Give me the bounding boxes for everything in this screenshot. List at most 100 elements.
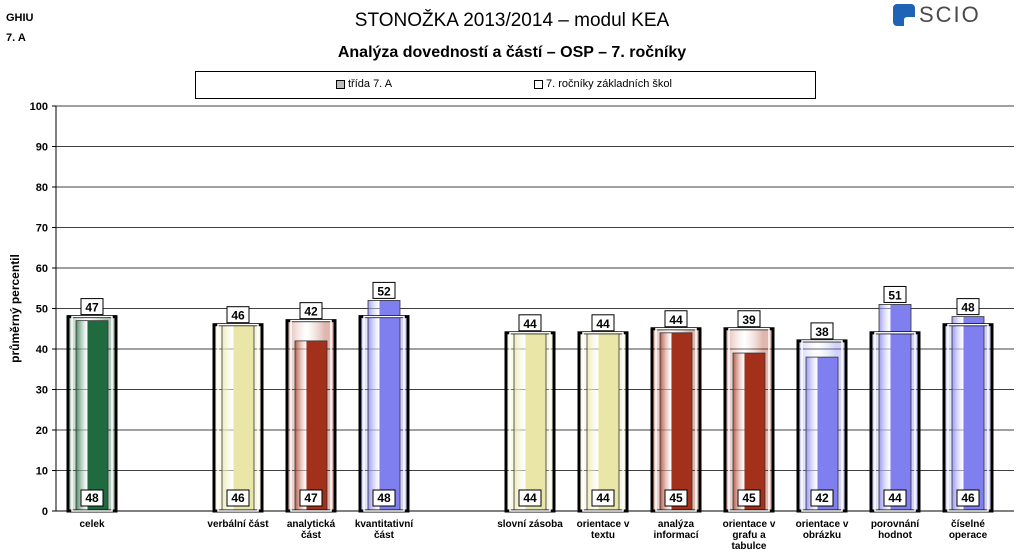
category-label: textu (591, 530, 615, 541)
class-value-label: 39 (742, 313, 756, 327)
chart-title: STONOŽKA 2013/2014 – modul KEA (354, 10, 670, 31)
y-tick-label: 60 (36, 263, 48, 275)
reference-value-box (226, 489, 250, 507)
category-label: informací (653, 530, 699, 541)
class-bar (221, 324, 255, 512)
y-tick-label: 40 (36, 344, 48, 356)
reference-value-box (810, 489, 834, 507)
class-bar (878, 304, 912, 512)
reference-bar-inner (728, 328, 770, 512)
reference-bar-inner (509, 332, 551, 512)
reference-bar-inner (874, 332, 916, 512)
reference-value-box (299, 489, 323, 507)
category-label: celek (79, 519, 104, 530)
class-value-label: 47 (85, 301, 99, 315)
reference-value-label: 45 (742, 491, 756, 505)
reference-bar-inner (71, 315, 113, 512)
class-bar (586, 332, 620, 512)
y-tick-label: 30 (36, 385, 48, 397)
reference-bar-inner (655, 328, 697, 512)
class-value-box (591, 314, 615, 332)
class-bar (732, 352, 766, 512)
class-value-box (80, 298, 104, 316)
reference-value-label: 48 (85, 491, 99, 505)
y-tick-label: 80 (36, 182, 48, 194)
category-label: obrázku (803, 530, 841, 541)
category-label: část (301, 530, 322, 541)
y-tick-label: 50 (36, 304, 48, 316)
y-tick-label: 90 (36, 142, 48, 154)
reference-value-box (956, 489, 980, 507)
reference-value-label: 46 (961, 491, 975, 505)
class-value-box (299, 302, 323, 320)
category-label: grafu a (732, 530, 766, 541)
category-label: porovnání (871, 519, 921, 530)
reference-value-box (518, 489, 542, 507)
class-value-box (737, 310, 761, 328)
scio-logo-text: SCIO (919, 2, 981, 27)
class-bar (659, 332, 693, 512)
legend-class-swatch-icon (336, 79, 345, 89)
reference-value-box (80, 489, 104, 507)
class-bar (513, 332, 547, 512)
class-value-box (810, 322, 834, 340)
class-value-label: 44 (596, 317, 610, 331)
class-value-label: 44 (669, 313, 683, 327)
y-tick-label: 10 (36, 466, 48, 478)
class-value-box (518, 314, 542, 332)
legend-schools-swatch-icon (534, 79, 543, 89)
class-bar (294, 340, 328, 512)
reference-bar-inner (947, 323, 989, 512)
category-label: analytická (287, 519, 336, 530)
reference-value-box (372, 489, 396, 507)
legend-schools-label: 7. ročníky základních škol (546, 78, 672, 90)
reference-value-label: 44 (523, 491, 537, 505)
reference-value-box (737, 489, 761, 507)
reference-value-label: 46 (231, 491, 245, 505)
category-label: analýza (658, 519, 695, 530)
legend: třída 7. A 7. ročníky základních škol (195, 71, 816, 99)
school-code: GHIU (6, 12, 34, 24)
reference-value-box (883, 489, 907, 507)
y-tick-label: 100 (30, 101, 48, 113)
class-value-box (883, 285, 907, 303)
category-label: tabulce (731, 541, 766, 552)
legend-item-schools: 7. ročníky základních škol (534, 78, 672, 90)
class-value-label: 38 (815, 325, 829, 339)
reference-value-label: 42 (815, 491, 829, 505)
legend-class-label: třída 7. A (348, 78, 393, 90)
legend-item-class: třída 7. A (336, 78, 392, 90)
reference-value-label: 44 (596, 491, 610, 505)
reference-bar-inner (217, 323, 259, 512)
class-value-box (372, 281, 396, 299)
scio-logo: SCIO (893, 2, 981, 28)
category-label: verbální část (207, 519, 269, 530)
reference-bar-inner (801, 340, 843, 512)
class-bar (367, 299, 401, 512)
class-value-label: 42 (304, 305, 318, 319)
reference-bar-inner (363, 315, 405, 512)
class-value-box (956, 298, 980, 316)
category-label: operace (949, 530, 988, 541)
reference-value-label: 48 (377, 491, 391, 505)
category-label: orientace v (723, 519, 776, 530)
reference-value-box (591, 489, 615, 507)
class-value-box (226, 306, 250, 324)
class-value-label: 44 (523, 317, 537, 331)
y-tick-label: 70 (36, 223, 48, 235)
y-tick-label: 20 (36, 425, 48, 437)
class-bar (805, 356, 839, 512)
category-label: orientace v (577, 519, 630, 530)
reference-bar-inner (290, 319, 332, 512)
reference-bar-inner (582, 332, 624, 512)
category-label: slovní zásoba (497, 519, 563, 530)
header-left: GHIU 7. A (6, 8, 34, 48)
class-value-label: 48 (961, 301, 975, 315)
category-label: hodnot (878, 530, 913, 541)
y-axis-label: průměrný percentil (8, 254, 22, 363)
y-tick-label: 0 (42, 506, 48, 518)
chart-subtitle: Analýza dovedností a částí – OSP – 7. ro… (337, 44, 687, 61)
reference-value-label: 44 (888, 491, 902, 505)
reference-value-label: 47 (304, 491, 318, 505)
